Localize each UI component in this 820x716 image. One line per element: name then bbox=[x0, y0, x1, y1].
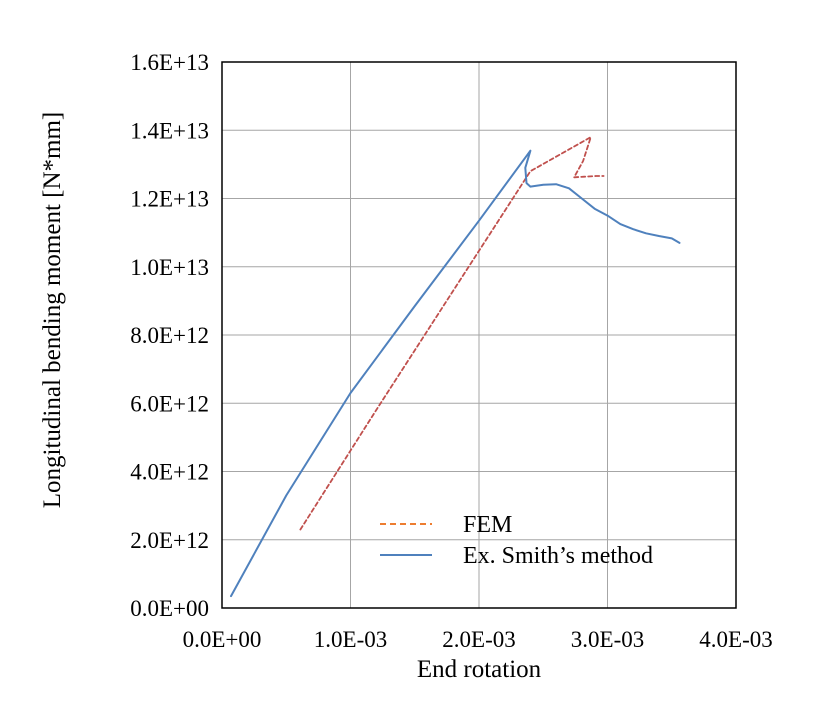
y-tick-label: 1.6E+13 bbox=[130, 50, 209, 75]
x-axis-title: End rotation bbox=[417, 656, 542, 683]
y-tick-label: 6.0E+12 bbox=[130, 391, 209, 416]
gridlines bbox=[222, 62, 736, 608]
x-tick-label: 0.0E+00 bbox=[183, 627, 262, 652]
x-tick-label: 4.0E-03 bbox=[699, 627, 772, 652]
series-line-fem bbox=[299, 136, 605, 531]
y-tick-label: 4.0E+12 bbox=[130, 460, 209, 485]
plot-border bbox=[221, 61, 737, 609]
legend: FEM Ex. Smith’s method bbox=[380, 512, 653, 569]
y-tick-label: 1.0E+13 bbox=[130, 255, 209, 280]
legend-label: FEM bbox=[463, 512, 512, 538]
y-tick-label: 1.4E+13 bbox=[130, 118, 209, 143]
x-tick-label: 3.0E-03 bbox=[571, 627, 644, 652]
x-tick-label: 2.0E-03 bbox=[442, 627, 515, 652]
tick-labels: 0.0E+00 1.0E-03 2.0E-03 3.0E-03 4.0E-03 0.0E+… bbox=[130, 50, 773, 652]
y-tick-label: 2.0E+12 bbox=[130, 528, 209, 553]
x-tick-label: 1.0E-03 bbox=[314, 627, 387, 652]
y-tick-label: 8.0E+12 bbox=[130, 323, 209, 348]
series-lines bbox=[230, 136, 681, 598]
series-line-smith-method bbox=[230, 149, 681, 598]
y-tick-label: 1.2E+13 bbox=[130, 187, 209, 212]
y-axis-title: Longitudinal bending moment [N*mm] bbox=[39, 112, 66, 508]
legend-label: Ex. Smith’s method bbox=[463, 543, 653, 569]
y-tick-label: 0.0E+00 bbox=[130, 596, 209, 621]
